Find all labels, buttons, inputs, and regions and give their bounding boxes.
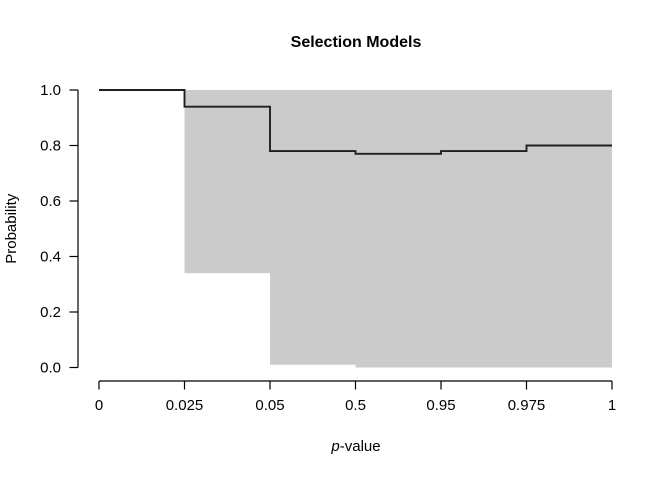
- x-tick-label: 0: [95, 397, 103, 414]
- plot-area: [99, 89, 612, 368]
- x-tick-label: 0.5: [345, 397, 366, 414]
- y-tick-label: 1.0: [40, 82, 61, 99]
- x-tick-label: 0.975: [508, 397, 546, 414]
- y-axis-title: Probability: [3, 193, 20, 264]
- x-tick-label: 0.05: [255, 397, 284, 414]
- y-tick-label: 0.0: [40, 360, 61, 377]
- x-axis-title-rest: -value: [340, 438, 381, 455]
- y-tick-label: 0.6: [40, 193, 61, 210]
- x-axis-title: p-value: [330, 438, 380, 455]
- confidence-band-segment: [270, 90, 356, 365]
- y-tick-label: 0.2: [40, 304, 61, 321]
- step-function-line: [99, 89, 612, 155]
- chart-title: Selection Models: [291, 34, 422, 51]
- y-tick-label: 0.8: [40, 138, 61, 155]
- confidence-band-segment: [184, 90, 270, 274]
- x-axis-title-italic-p: p: [330, 438, 339, 455]
- confidence-band-segment: [355, 90, 612, 368]
- y-tick-label: 0.4: [40, 249, 61, 266]
- x-tick-label: 0.95: [426, 397, 455, 414]
- x-tick-label: 1: [608, 397, 616, 414]
- x-tick-label: 0.025: [166, 397, 204, 414]
